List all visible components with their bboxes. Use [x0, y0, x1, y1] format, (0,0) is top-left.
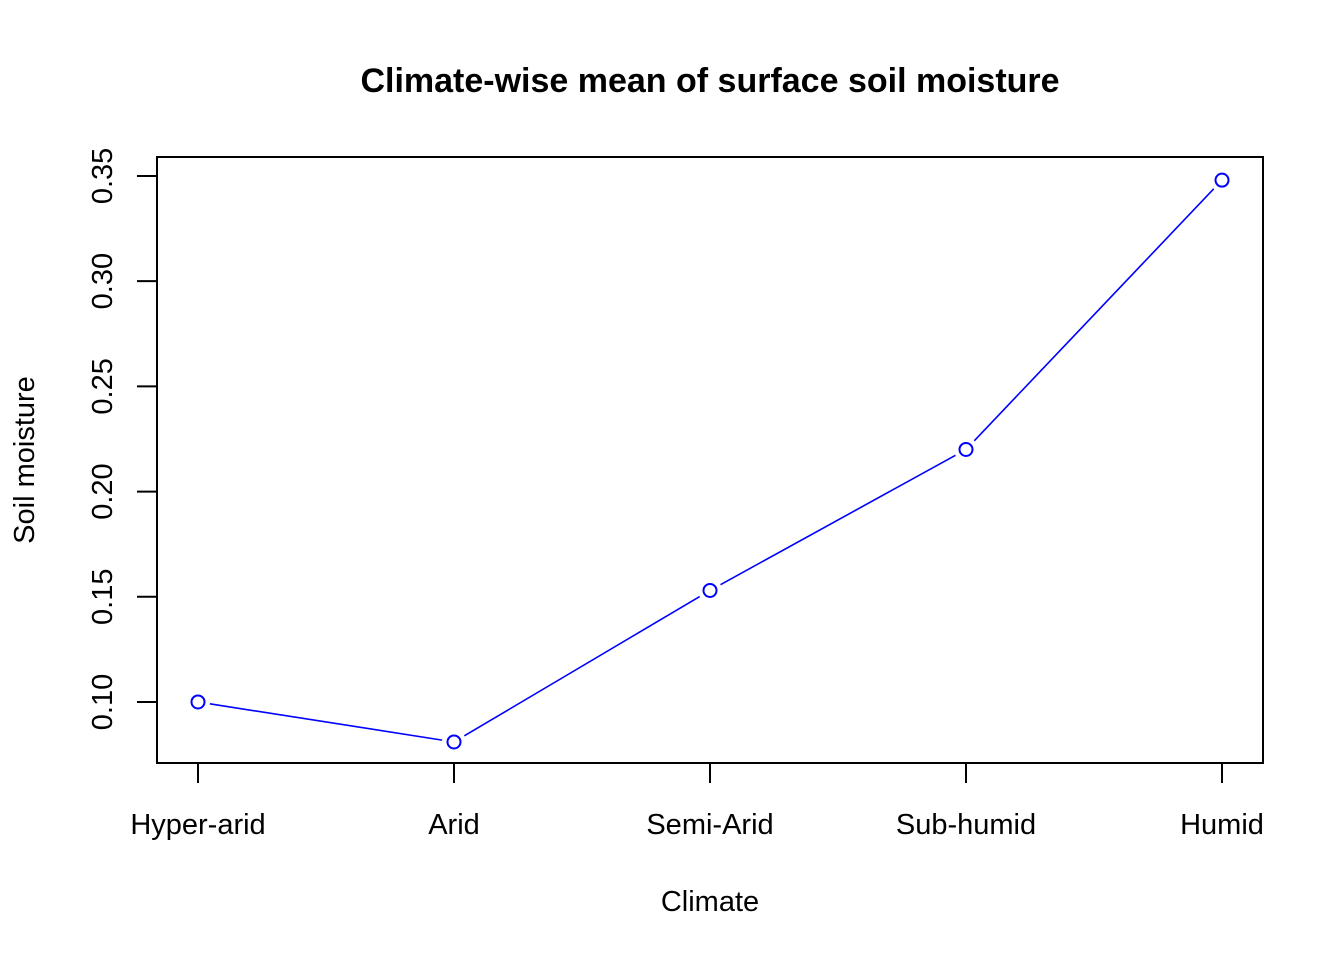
y-tick-label: 0.10	[87, 674, 119, 730]
x-tick-label: Semi-Arid	[646, 809, 773, 841]
series-line-segment	[463, 595, 701, 737]
data-point	[958, 441, 974, 457]
y-axis: 0.10 0.15 0.20 0.25 0.30 0.35	[87, 148, 158, 730]
plot-frame	[156, 156, 1264, 764]
x-axis-label: Climate	[661, 886, 759, 918]
series-line-segment	[973, 188, 1215, 442]
data-point	[446, 734, 462, 750]
data-point	[190, 694, 206, 710]
series-line-segment	[209, 703, 443, 741]
y-tick-label: 0.35	[87, 148, 119, 204]
x-axis: Hyper-arid Arid Semi-Arid Sub-humid Humid	[130, 762, 1264, 841]
y-tick-label: 0.25	[87, 358, 119, 414]
y-axis-label: Soil moisture	[9, 376, 41, 544]
x-tick-label: Sub-humid	[896, 809, 1036, 841]
y-tick-label: 0.30	[87, 253, 119, 309]
y-tick-label: 0.15	[87, 569, 119, 625]
data-point	[1214, 172, 1230, 188]
data-point	[702, 582, 718, 598]
y-tick-label: 0.20	[87, 463, 119, 519]
x-tick-label: Humid	[1180, 809, 1264, 841]
x-tick-label: Arid	[428, 809, 480, 841]
chart-title: Climate-wise mean of surface soil moistu…	[360, 62, 1059, 100]
series-layer	[190, 172, 1230, 750]
series-line-segment	[720, 454, 956, 586]
x-tick-label: Hyper-arid	[130, 809, 265, 841]
